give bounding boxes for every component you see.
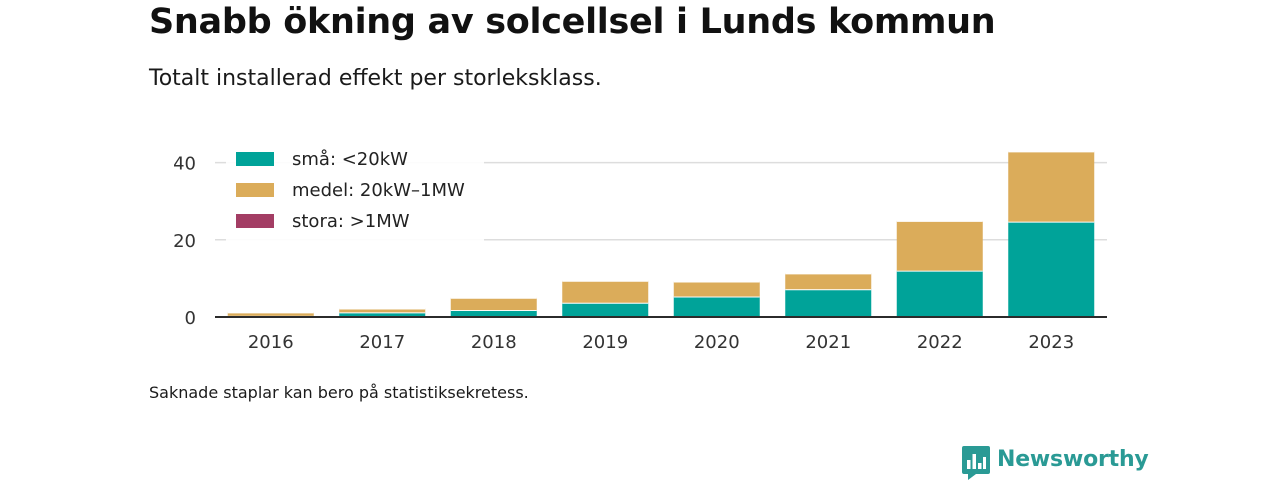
bar-segment [450, 310, 537, 317]
bar-segment [339, 312, 426, 317]
bar-segment [227, 312, 314, 316]
footnote: Saknade staplar kan bero på statistiksek… [149, 383, 529, 402]
bar-segment [562, 280, 649, 303]
legend-swatch [236, 183, 274, 197]
brand-name: Newsworthy [997, 447, 1149, 472]
bars [227, 150, 1095, 317]
legend-swatch [236, 214, 274, 228]
bar-segment [1008, 221, 1095, 317]
chart-title: Snabb ökning av solcellsel i Lunds kommu… [149, 2, 996, 42]
y-tick-label: 40 [173, 154, 196, 175]
x-tick-label: 2021 [805, 332, 851, 353]
y-tick-labels: 0 20 40 [173, 154, 196, 329]
chart-subtitle: Totalt installerad effekt per storlekskl… [149, 66, 602, 91]
brand-logo[interactable]: Newsworthy [962, 446, 1149, 480]
x-tick-label: 2020 [694, 332, 740, 353]
x-tick-label: 2017 [359, 332, 405, 353]
bar-segment [896, 270, 983, 317]
bar-segment [896, 220, 983, 271]
stacked-bar-chart: 0 20 40 2016 2017 2018 2019 2020 2021 2022 2023 s… [173, 149, 1107, 353]
x-tick-label: 2023 [1028, 332, 1074, 353]
bar-segment [673, 296, 760, 317]
bar-segment [785, 273, 872, 290]
legend: små: <20kW medel: 20kW–1MW stora: >1MW [226, 149, 484, 242]
legend-label: små: <20kW [292, 149, 408, 170]
x-tick-label: 2022 [917, 332, 963, 353]
x-tick-label: 2018 [471, 332, 517, 353]
x-tick-label: 2016 [248, 332, 294, 353]
bar-segment [673, 281, 760, 297]
bar-segment [785, 289, 872, 317]
bar-segment [1008, 151, 1095, 222]
newsworthy-logo-icon [962, 446, 990, 480]
bar-segment [562, 302, 649, 317]
x-tick-label: 2019 [582, 332, 628, 353]
bar-segment [339, 308, 426, 313]
y-tick-label: 20 [173, 231, 196, 252]
y-tick-label: 0 [185, 308, 196, 329]
legend-swatch [236, 152, 274, 166]
legend-label: medel: 20kW–1MW [292, 180, 465, 201]
legend-label: stora: >1MW [292, 211, 410, 232]
x-tick-labels: 2016 2017 2018 2019 2020 2021 2022 2023 [248, 332, 1074, 353]
bar-segment [450, 297, 537, 311]
